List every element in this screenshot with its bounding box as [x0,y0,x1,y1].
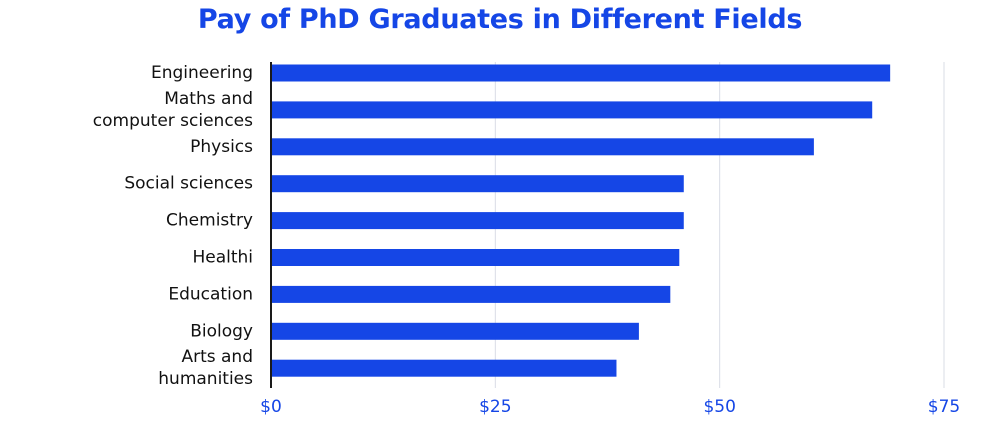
bar [271,175,684,193]
category-label: Healthi [192,248,253,268]
bar [271,249,680,266]
bars [271,64,891,377]
category-label: Maths and [164,89,253,109]
category-label: Physics [190,137,253,157]
x-tick-label: $25 [479,397,511,417]
category-label: Biology [190,321,253,341]
bar [271,138,814,156]
bar [271,285,671,303]
chart-title: Pay of PhD Graduates in Different Fields [197,4,803,35]
category-label: Social sciences [124,174,253,194]
bar [271,212,684,230]
bar [271,64,891,82]
category-label: Education [168,284,253,304]
bar [271,101,873,119]
x-tick-label: $0 [260,397,282,417]
x-tick-labels: $0 $25 $50 $75 [260,397,960,417]
category-label: computer sciences [93,111,253,131]
bar [271,359,617,377]
category-label: Chemistry [166,211,253,231]
category-label: Engineering [151,63,253,83]
x-tick-label: $50 [703,397,735,417]
x-tick-label: $75 [928,397,960,417]
category-label: humanities [158,369,253,389]
category-label: Arts and [181,347,253,367]
bar [271,322,639,340]
